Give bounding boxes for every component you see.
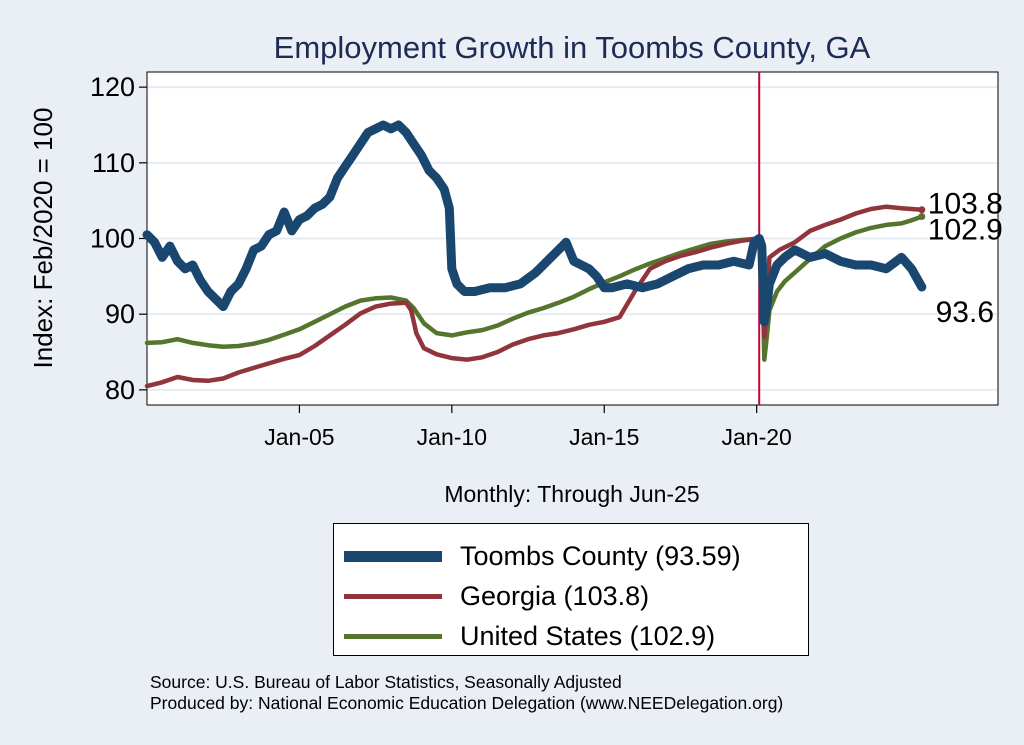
end-marker: [918, 213, 926, 221]
y-axis-label: Index: Feb/2020 = 100: [28, 108, 58, 369]
y-tick-label: 100: [90, 224, 135, 254]
end-label-georgia: 103.8: [928, 188, 1003, 221]
x-tick-label: Jan-05: [264, 424, 334, 450]
y-tick-label: 80: [105, 375, 135, 405]
source-note: Source: U.S. Bureau of Labor Statistics,…: [150, 672, 783, 714]
series-line-georgia: [144, 204, 925, 389]
series-line-us: [144, 214, 925, 362]
legend-swatch-toombs: [344, 550, 442, 562]
y-axis-ticks: 80 90 100 110 120: [90, 72, 147, 405]
end-label-us: 102.9: [928, 214, 1003, 247]
legend-item-toombs: Toombs County (93.59): [344, 536, 741, 576]
y-tick-label: 120: [90, 72, 135, 102]
legend-item-us: United States (102.9): [344, 616, 715, 656]
legend-item-georgia: Georgia (103.8): [344, 576, 649, 616]
legend-label-georgia: Georgia (103.8): [460, 580, 650, 611]
grid-lines: [148, 86, 997, 391]
y-tick-label: 110: [92, 148, 135, 178]
x-tick-label: Jan-15: [569, 424, 639, 450]
series-line-toombs: [142, 120, 927, 327]
end-marker: [918, 206, 926, 214]
legend-swatch-us: [344, 633, 442, 639]
x-axis-label: Monthly: Through Jun-25: [444, 481, 699, 507]
x-tick-label: Jan-10: [417, 424, 487, 450]
x-tick-label: Jan-20: [722, 424, 792, 450]
chart-title: Employment Growth in Toombs County, GA: [274, 30, 871, 65]
x-axis-ticks: Jan-05 Jan-10 Jan-15 Jan-20: [264, 405, 792, 450]
legend-swatch-georgia: [344, 593, 442, 599]
source-line: Source: U.S. Bureau of Labor Statistics,…: [150, 672, 622, 692]
legend-label-us: United States (102.9): [460, 620, 716, 651]
series-lines: [142, 120, 927, 389]
legend-label-toombs: Toombs County (93.59): [460, 540, 741, 571]
legend: Toombs County (93.59) Georgia (103.8) Un…: [333, 523, 809, 656]
end-label-toombs: 93.6: [936, 296, 994, 329]
producer-line: Produced by: National Economic Education…: [150, 693, 784, 713]
y-tick-label: 90: [105, 299, 135, 329]
